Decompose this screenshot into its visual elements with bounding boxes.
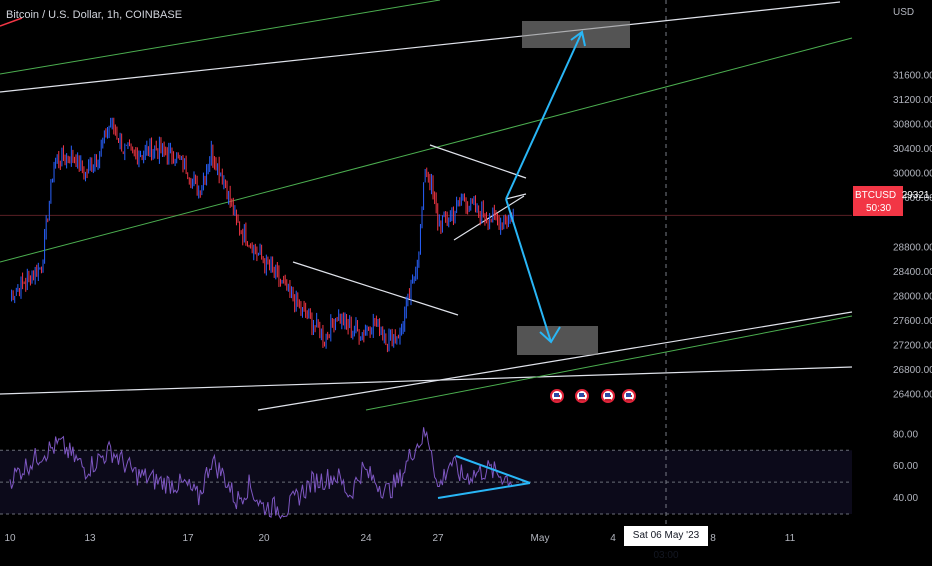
green-channel-top — [0, 0, 441, 75]
last-price-value: BTCUSD 29321.13 — [855, 190, 932, 201]
price-tick-label: 30400.00 — [893, 144, 932, 155]
green-channel-low — [365, 315, 853, 411]
time-tick-label: 27 — [432, 533, 444, 544]
us-flag-icon[interactable] — [550, 389, 564, 403]
time-tick-label: 20 — [258, 533, 270, 544]
symbol-title: Bitcoin / U.S. Dollar, 1h, COINBASE — [6, 9, 183, 21]
time-axis-ticks: 10 13 17 20 24 27 May 4 8 11 — [4, 533, 795, 544]
triangle-lower-line — [453, 195, 525, 241]
time-tick-label: 17 — [182, 533, 194, 544]
price-tick-label: 30800.00 — [893, 120, 932, 131]
bar-countdown: 50:30 — [866, 203, 892, 214]
trendlines[interactable] — [0, 0, 853, 411]
rsi-tick-label: 60.00 — [893, 461, 918, 472]
price-chart[interactable]: 31600.00 31200.00 30800.00 30400.00 30000.00… — [0, 0, 932, 550]
price-series — [11, 117, 514, 353]
time-tick-label: May — [531, 533, 550, 544]
white-channel-top — [0, 1, 841, 93]
crosshair-time-label: Sat 06 May '23 03:00 — [624, 526, 708, 561]
time-tick-label: 24 — [360, 533, 372, 544]
arrowhead-up — [570, 30, 586, 47]
arrowhead-down — [539, 326, 561, 344]
white-channel-low — [257, 311, 853, 411]
us-flag-icon[interactable] — [601, 389, 615, 403]
price-tick-label: 30000.00 — [893, 169, 932, 180]
us-flag-icon[interactable] — [622, 389, 636, 403]
rsi-triangle-lower — [437, 482, 531, 499]
rsi-axis-ticks: 80.00 60.00 40.00 — [893, 429, 918, 504]
price-tick-label: 28800.00 — [893, 242, 932, 253]
price-tick-label: 27600.00 — [893, 316, 932, 327]
time-grid — [0, 0, 852, 528]
price-tick-label: 27200.00 — [893, 341, 932, 352]
rsi-band-background — [0, 449, 852, 515]
price-tick-label: 28400.00 — [893, 267, 932, 278]
last-price-label: BTCUSD 29321.13 50:30 — [853, 186, 932, 216]
projection-drawings[interactable] — [437, 21, 630, 499]
rsi-tick-label: 80.00 — [893, 429, 918, 440]
price-tick-label: 26400.00 — [893, 390, 932, 401]
currency-label: USD — [893, 7, 915, 18]
rsi-line — [9, 427, 513, 520]
green-channel-mid — [0, 37, 853, 263]
price-axis-ticks: 31600.00 31200.00 30800.00 30400.00 30000.00… — [893, 70, 932, 400]
price-tick-label: 31200.00 — [893, 95, 932, 106]
time-tick-label: 4 — [610, 533, 616, 544]
time-tick-label: 10 — [4, 533, 16, 544]
projection-arrow-up — [505, 31, 583, 200]
price-tick-label: 28000.00 — [893, 291, 932, 302]
price-tick-label: 31600.00 — [893, 70, 932, 81]
time-tick-label: 13 — [84, 533, 96, 544]
time-tick-label: 11 — [785, 533, 796, 544]
rsi-tick-label: 40.00 — [893, 493, 918, 504]
red-corner-line — [0, 17, 23, 27]
us-flag-icon[interactable] — [575, 389, 589, 403]
projection-arrow-down — [505, 198, 552, 343]
descending-trendline — [292, 261, 459, 316]
price-tick-label: 26800.00 — [893, 365, 932, 376]
price-tick-label: 29600.00 — [893, 193, 932, 204]
triangle-tip-line — [505, 193, 527, 200]
rsi-series — [9, 427, 513, 520]
rsi-triangle-upper — [455, 455, 531, 484]
time-tick-label: 8 — [710, 533, 716, 544]
triangle-upper-line — [429, 144, 527, 179]
white-channel-mid — [0, 366, 853, 395]
